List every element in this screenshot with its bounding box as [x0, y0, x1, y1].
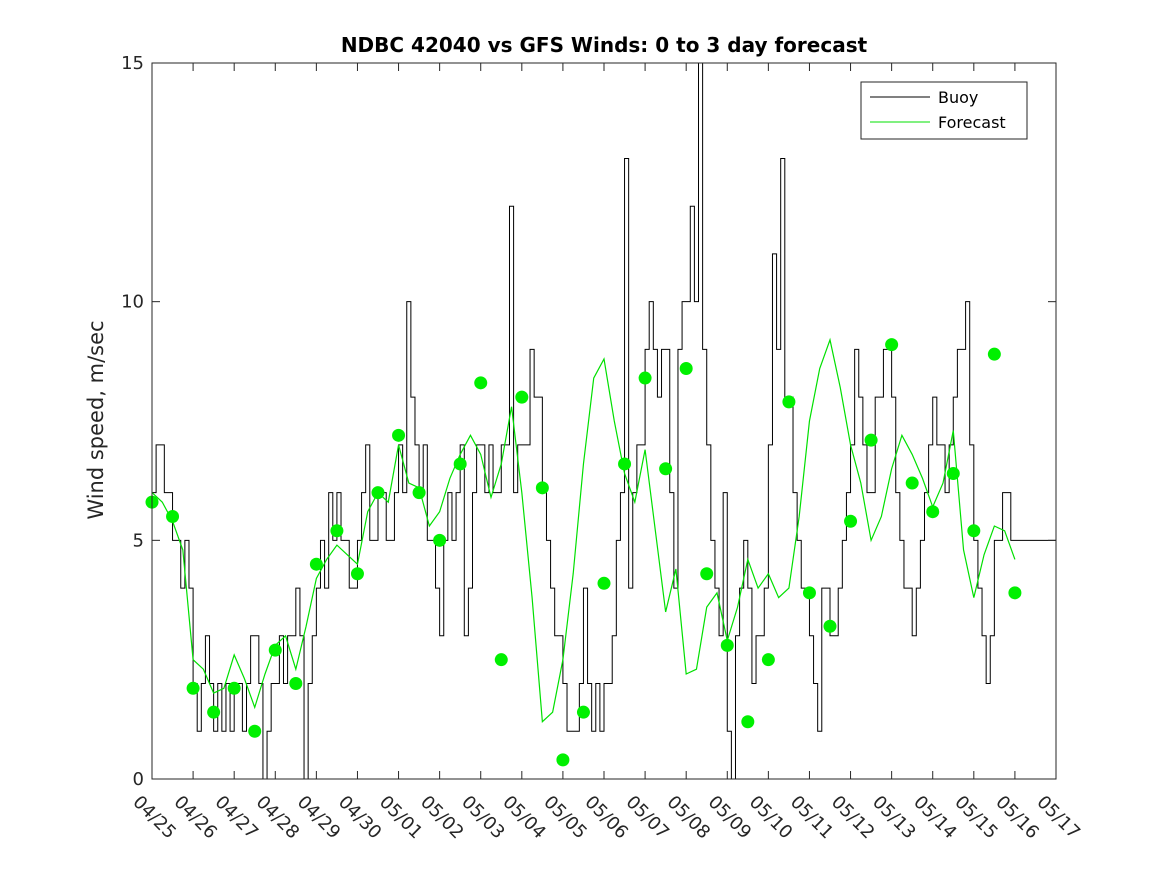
- analysis-point: [782, 395, 796, 409]
- chart-title: NDBC 42040 vs GFS Winds: 0 to 3 day fore…: [341, 33, 868, 57]
- y-tick-label: 0: [133, 769, 144, 790]
- analysis-point: [412, 486, 426, 500]
- legend: Buoy Forecast: [860, 81, 1028, 140]
- plot-area: 05101504/2504/2604/2704/2804/2904/3005/0…: [121, 53, 1084, 843]
- analysis-point: [761, 653, 775, 667]
- analysis-point: [515, 390, 529, 404]
- analysis-point: [679, 361, 693, 375]
- y-axis-label: Wind speed, m/sec: [84, 320, 108, 519]
- y-tick-label: 10: [121, 292, 144, 313]
- analysis-point: [659, 462, 673, 476]
- analysis-point: [1008, 586, 1022, 600]
- y-tick-label: 15: [121, 53, 144, 74]
- legend-forecast-label: Forecast: [938, 113, 1006, 132]
- analysis-point: [720, 638, 734, 652]
- analysis-point: [823, 619, 837, 633]
- analysis-point: [350, 567, 364, 581]
- analysis-point: [535, 481, 549, 495]
- analysis-point: [802, 586, 816, 600]
- analysis-point: [248, 724, 262, 738]
- analysis-point: [741, 715, 755, 729]
- analysis-point: [864, 433, 878, 447]
- legend-box: [860, 81, 1028, 140]
- analysis-point: [987, 347, 1001, 361]
- analysis-point: [597, 576, 611, 590]
- analysis-point: [967, 524, 981, 538]
- analysis-point: [289, 677, 303, 691]
- plot-background: [152, 63, 1056, 779]
- analysis-point: [474, 376, 488, 390]
- analysis-point: [268, 643, 282, 657]
- analysis-point: [392, 428, 406, 442]
- series-forecast-line: [151, 337, 1016, 724]
- analysis-point: [207, 705, 221, 719]
- analysis-point: [494, 653, 508, 667]
- analysis-point: [926, 505, 940, 519]
- analysis-point: [166, 509, 180, 523]
- analysis-point: [556, 753, 570, 767]
- analysis-point: [638, 371, 652, 385]
- analysis-point: [844, 514, 858, 528]
- analysis-point: [227, 681, 241, 695]
- analysis-point: [885, 338, 899, 352]
- legend-buoy-label: Buoy: [938, 88, 978, 107]
- analysis-point: [186, 681, 200, 695]
- analysis-point: [905, 476, 919, 490]
- analysis-point: [618, 457, 632, 471]
- analysis-point: [946, 467, 960, 481]
- analysis-point: [330, 524, 344, 538]
- analysis-point: [700, 567, 714, 581]
- analysis-point: [576, 705, 590, 719]
- analysis-point: [433, 533, 447, 547]
- analysis-point: [309, 557, 323, 571]
- analysis-point: [453, 457, 467, 471]
- analysis-point: [371, 486, 385, 500]
- series-buoy-line: [152, 62, 1056, 780]
- y-tick-label: 5: [133, 530, 144, 551]
